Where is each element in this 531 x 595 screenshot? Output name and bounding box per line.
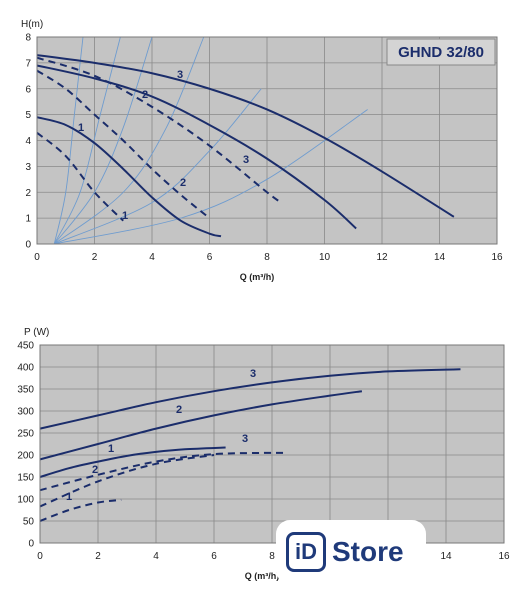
y-tick-label: 200 bbox=[17, 451, 34, 462]
watermark: iD Store bbox=[276, 520, 426, 584]
curve-label: 3 bbox=[243, 154, 249, 166]
system-curve bbox=[53, 36, 121, 245]
watermark-icon: iD bbox=[286, 532, 326, 572]
y-tick-label: 350 bbox=[17, 385, 34, 396]
y-tick-label: 4 bbox=[25, 136, 31, 147]
x-tick-label: 16 bbox=[498, 551, 510, 562]
x-tick-label: 10 bbox=[319, 252, 331, 263]
x-tick-label: 14 bbox=[440, 551, 452, 562]
y-tick-label: 0 bbox=[25, 240, 31, 251]
y-tick-label: 6 bbox=[25, 84, 31, 95]
y-tick-label: 400 bbox=[17, 363, 34, 374]
curve bbox=[39, 498, 122, 522]
x-tick-label: 6 bbox=[207, 252, 213, 263]
curve bbox=[36, 131, 124, 222]
curve bbox=[36, 54, 455, 218]
watermark-text: Store bbox=[332, 536, 404, 567]
x-tick-label: 0 bbox=[37, 551, 43, 562]
y-tick-label: 3 bbox=[25, 162, 31, 173]
system-curve bbox=[53, 36, 205, 245]
x-tick-label: 16 bbox=[491, 252, 503, 263]
y-tick-label: 150 bbox=[17, 473, 34, 484]
curve-label: 1 bbox=[78, 122, 84, 134]
y-tick-label: 450 bbox=[17, 341, 34, 352]
title-box bbox=[386, 38, 496, 66]
x-tick-label: 12 bbox=[376, 252, 388, 263]
y-tick-label: 250 bbox=[17, 429, 34, 440]
chart-title: GHND 32/80 bbox=[398, 44, 484, 61]
curve bbox=[36, 69, 211, 219]
y-tick-label: 7 bbox=[25, 58, 31, 69]
y-tick-label: 100 bbox=[17, 495, 34, 506]
plot-border bbox=[39, 344, 505, 544]
x-tick-label: 4 bbox=[153, 551, 159, 562]
curve-label: 1 bbox=[122, 210, 128, 222]
y-tick-label: 0 bbox=[28, 539, 34, 550]
plot-border bbox=[36, 36, 498, 245]
curve bbox=[39, 454, 215, 508]
x-tick-label: 2 bbox=[92, 252, 98, 263]
curve-label: 2 bbox=[92, 464, 98, 476]
x-axis-label: Q (m³/h) bbox=[245, 571, 280, 581]
x-tick-label: 0 bbox=[34, 252, 40, 263]
x-tick-label: 6 bbox=[211, 551, 217, 562]
curve-label: 1 bbox=[108, 443, 114, 455]
curve-label: 1 bbox=[66, 491, 72, 503]
curve-label: 2 bbox=[142, 89, 148, 101]
x-tick-label: 14 bbox=[434, 252, 446, 263]
x-tick-label: 8 bbox=[269, 551, 275, 562]
system-curve bbox=[54, 88, 262, 245]
y-axis-label: P (W) bbox=[24, 327, 49, 338]
x-axis-label: Q (m³/h) bbox=[240, 272, 275, 282]
curve-label: 3 bbox=[177, 69, 183, 81]
curve bbox=[39, 446, 226, 478]
curve-label: 2 bbox=[176, 404, 182, 416]
y-tick-label: 50 bbox=[23, 517, 35, 528]
curve-label: 3 bbox=[242, 433, 248, 445]
curve bbox=[39, 368, 461, 430]
y-tick-label: 2 bbox=[25, 188, 31, 199]
curve bbox=[39, 390, 363, 461]
y-tick-label: 5 bbox=[25, 110, 31, 121]
y-tick-label: 300 bbox=[17, 407, 34, 418]
x-tick-label: 4 bbox=[149, 252, 155, 263]
system-curve bbox=[53, 36, 84, 245]
x-tick-label: 2 bbox=[95, 551, 101, 562]
curve-label: 3 bbox=[250, 368, 256, 380]
y-tick-label: 8 bbox=[25, 33, 31, 44]
y-axis-label: H(m) bbox=[21, 19, 43, 30]
curve-label: 2 bbox=[180, 177, 186, 189]
curve bbox=[39, 451, 287, 492]
curve bbox=[36, 56, 282, 204]
y-tick-label: 1 bbox=[25, 214, 31, 225]
x-tick-label: 8 bbox=[264, 252, 270, 263]
curve bbox=[36, 64, 357, 230]
curve bbox=[36, 116, 222, 238]
